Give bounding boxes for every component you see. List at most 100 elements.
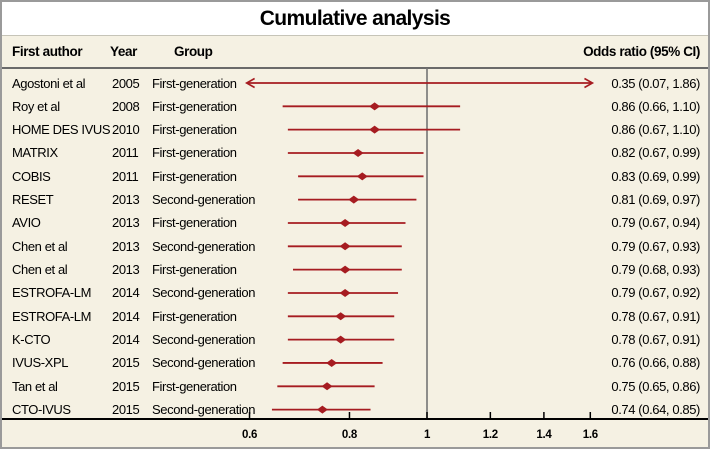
- year-cell: 2013: [112, 238, 140, 254]
- group-cell: First-generation: [152, 122, 237, 138]
- column-header-odds-ratio: Odds ratio (95% CI): [583, 44, 700, 59]
- effect-diamond: [335, 335, 347, 344]
- group-cell: First-generation: [152, 145, 237, 161]
- group-cell: Second-generation: [152, 192, 256, 208]
- group-cell: First-generation: [152, 378, 237, 394]
- effect-diamond: [316, 405, 328, 414]
- year-cell: 2015: [112, 378, 140, 394]
- odds-ratio-cell: 0.76 (0.66, 0.88): [611, 355, 700, 371]
- odds-ratio-cell: 0.81 (0.69, 0.97): [611, 192, 700, 208]
- axis-tick-label: 0.6: [242, 429, 257, 441]
- year-cell: 2011: [112, 145, 139, 161]
- year-cell: 2013: [112, 262, 140, 278]
- odds-ratio-cell: 0.35 (0.07, 1.86): [611, 75, 700, 91]
- effect-diamond: [339, 288, 351, 297]
- column-header-first-author: First author: [12, 44, 83, 59]
- table-row: K-CTO 2014 Second-generation 0.78 (0.67,…: [2, 328, 708, 351]
- year-cell: 2013: [112, 215, 140, 231]
- effect-diamond: [369, 125, 381, 134]
- table-row: Chen et al 2013 Second-generation 0.79 (…: [2, 235, 708, 258]
- odds-ratio-cell: 0.82 (0.67, 0.99): [611, 145, 700, 161]
- odds-ratio-cell: 0.79 (0.68, 0.93): [611, 262, 700, 278]
- year-cell: 2011: [112, 168, 139, 184]
- table-row: ESTROFA-LM 2014 Second-generation 0.79 (…: [2, 281, 708, 304]
- column-headers: First author Year Group Odds ratio (95% …: [2, 36, 708, 69]
- author-cell: RESET: [12, 192, 54, 208]
- odds-ratio-cell: 0.75 (0.65, 0.86): [611, 378, 700, 394]
- group-cell: First-generation: [152, 308, 237, 324]
- author-cell: IVUS-XPL: [12, 355, 69, 371]
- author-cell: CTO-IVUS: [12, 402, 71, 418]
- effect-diamond: [369, 102, 381, 111]
- odds-ratio-cell: 0.79 (0.67, 0.94): [611, 215, 700, 231]
- axis-tick-label: 0.8: [342, 429, 358, 441]
- year-cell: 2013: [112, 192, 140, 208]
- table-row: MATRIX 2011 First-generation 0.82 (0.67,…: [2, 141, 708, 164]
- year-cell: 2015: [112, 402, 140, 418]
- odds-ratio-cell: 0.78 (0.67, 0.91): [611, 332, 700, 348]
- year-cell: 2008: [112, 98, 140, 114]
- axis-tick-label: 1.2: [483, 429, 498, 441]
- table-row: AVIO 2013 First-generation 0.79 (0.67, 0…: [2, 211, 708, 234]
- table-row: Agostoni et al 2005 First-generation 0.3…: [2, 72, 708, 95]
- group-cell: First-generation: [152, 75, 237, 91]
- table-row: CTO-IVUS 2015 Second-generation 0.74 (0.…: [2, 398, 708, 421]
- author-cell: Roy et al: [12, 98, 60, 114]
- group-cell: Second-generation: [152, 238, 256, 254]
- odds-ratio-cell: 0.74 (0.64, 0.85): [611, 402, 700, 418]
- group-cell: First-generation: [152, 168, 237, 184]
- left-truncation-arrow: [244, 77, 256, 89]
- odds-ratio-cell: 0.79 (0.67, 0.93): [611, 238, 700, 254]
- group-cell: Second-generation: [152, 355, 256, 371]
- axis-tick-label: 1.4: [536, 429, 552, 441]
- author-cell: MATRIX: [12, 145, 58, 161]
- title-band: Cumulative analysis: [2, 2, 708, 36]
- author-cell: ESTROFA-LM: [12, 308, 92, 324]
- effect-diamond: [339, 265, 351, 274]
- author-cell: Chen et al: [12, 238, 68, 254]
- effect-diamond: [326, 358, 338, 367]
- axis-tick-label: 1: [424, 429, 431, 441]
- odds-ratio-cell: 0.83 (0.69, 0.99): [611, 168, 700, 184]
- effect-diamond: [335, 312, 347, 321]
- year-cell: 2014: [112, 308, 140, 324]
- odds-ratio-cell: 0.78 (0.67, 0.91): [611, 308, 700, 324]
- axis-tick-label: 1.6: [583, 429, 598, 441]
- author-cell: Chen et al: [12, 262, 68, 278]
- effect-diamond: [348, 195, 360, 204]
- author-cell: Agostoni et al: [12, 75, 86, 91]
- column-header-year: Year: [110, 44, 137, 59]
- effect-diamond: [352, 148, 364, 157]
- year-cell: 2010: [112, 122, 140, 138]
- group-cell: Second-generation: [152, 285, 256, 301]
- effect-diamond: [321, 382, 333, 391]
- group-cell: First-generation: [152, 98, 237, 114]
- table-row: RESET 2013 Second-generation 0.81 (0.69,…: [2, 188, 708, 211]
- author-cell: K-CTO: [12, 332, 51, 348]
- group-cell: Second-generation: [152, 332, 256, 348]
- effect-diamond: [339, 218, 351, 227]
- year-cell: 2014: [112, 332, 140, 348]
- group-cell: First-generation: [152, 215, 237, 231]
- author-cell: AVIO: [12, 215, 41, 231]
- group-cell: Second-generation: [152, 402, 256, 418]
- year-cell: 2014: [112, 285, 140, 301]
- right-truncation-arrow: [584, 77, 595, 89]
- author-cell: HOME DES IVUS: [12, 122, 111, 138]
- column-header-group: Group: [174, 44, 213, 59]
- effect-diamond: [356, 172, 368, 181]
- author-cell: ESTROFA-LM: [12, 285, 92, 301]
- table-row: ESTROFA-LM 2014 First-generation 0.78 (0…: [2, 305, 708, 328]
- table-row: Tan et al 2015 First-generation 0.75 (0.…: [2, 375, 708, 398]
- group-cell: First-generation: [152, 262, 237, 278]
- author-cell: COBIS: [12, 168, 51, 184]
- table-row: Roy et al 2008 First-generation 0.86 (0.…: [2, 95, 708, 118]
- table-row: COBIS 2011 First-generation 0.83 (0.69, …: [2, 165, 708, 188]
- odds-ratio-cell: 0.86 (0.67, 1.10): [611, 122, 700, 138]
- year-cell: 2005: [112, 75, 140, 91]
- effect-diamond: [339, 242, 351, 251]
- chart-title: Cumulative analysis: [259, 6, 451, 30]
